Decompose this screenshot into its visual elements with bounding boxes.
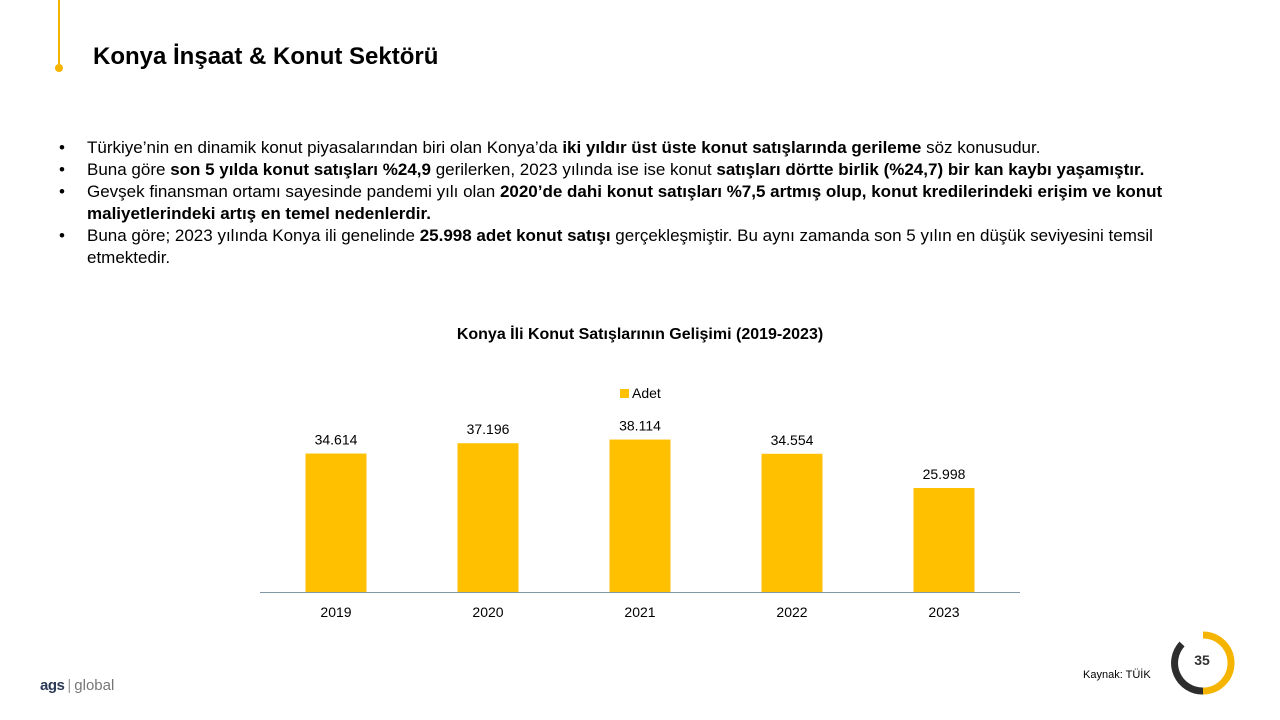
data-label-2020: 37.196 [467,421,510,437]
bullet-marker: • [59,182,65,201]
bullet-item: • Buna göre; 2023 yılında Konya ili genel… [52,225,1222,269]
chart-title: Konya İli Konut Satışlarının Gelişimi (2… [456,326,824,343]
title-accent-dot [55,64,63,72]
logo-separator: | [67,677,72,694]
bullet-text: söz konusudur. [921,138,1041,157]
bar-2020 [457,443,519,592]
bullet-marker: • [59,138,65,157]
bullet-text: gerilerken, 2023 yılında ise ise konut [430,160,717,179]
bullet-text-bold: satışları dörtte birlik (%24,7) bir kan … [716,160,1145,179]
data-label-2019: 34.614 [315,432,358,448]
x-tick-label-2021: 2021 [624,604,655,620]
x-tick-label-2022: 2022 [776,604,807,620]
bar-2021 [609,439,671,592]
company-logo: ags | global [40,677,114,694]
data-label-2021: 38.114 [619,418,661,434]
source-note: Kaynak: TÜİK [1083,669,1151,681]
data-label-2022: 34.554 [771,432,814,448]
bullet-text-bold: 25.998 adet konut satışı [419,226,611,245]
bullet-text: Buna göre [87,160,171,179]
page-number: 35 [1194,652,1210,668]
bar-2022 [761,453,823,592]
bullet-list: • Türkiye’nin en dinamik konut piyasaları… [52,137,1222,269]
legend-swatch [620,388,629,398]
page-title: Konya İnşaat & Konut Sektörü [93,43,439,70]
bar-2019 [305,453,367,592]
x-tick-label-2020: 2020 [472,604,503,620]
bar-2023 [913,488,975,592]
bullet-marker: • [59,226,65,245]
bullet-text-bold: son 5 yılda konut satışları %24,9 [170,160,431,179]
bullet-text: Türkiye’nin en dinamik konut piyasaların… [87,138,563,157]
bullet-text: Gevşek finansman ortamı sayesinde pandem… [87,182,500,201]
x-tick-label-2019: 2019 [320,604,351,620]
bullet-marker: • [59,160,65,179]
legend-label: Adet [632,385,661,401]
bullet-text: Buna göre; 2023 yılında Konya ili geneli… [87,226,420,245]
data-label-2023: 25.998 [923,466,966,482]
page-ring-icon [1171,631,1235,695]
chart-legend: Adet [620,385,661,401]
x-tick-label-2023: 2023 [928,604,959,620]
logo-primary-text: ags [40,677,65,694]
logo-secondary-text: global [74,677,115,694]
bullet-text-bold: 2020’de dahi konut satışları %7,5 artmış… [87,182,1163,223]
bullet-item: • Buna göre son 5 yılda konut satışları %… [52,159,1222,181]
bullet-text: gerçekleşmiştir. Bu aynı zamanda son 5 y… [87,226,1153,267]
bullet-item: • Türkiye’nin en dinamik konut piyasaları… [52,137,1222,159]
title-accent-line [58,0,60,64]
bullet-item: • Gevşek finansman ortamı sayesinde pande… [52,181,1222,225]
bullet-text-bold: iki yıldır üst üste konut satışlarında g… [562,138,922,157]
